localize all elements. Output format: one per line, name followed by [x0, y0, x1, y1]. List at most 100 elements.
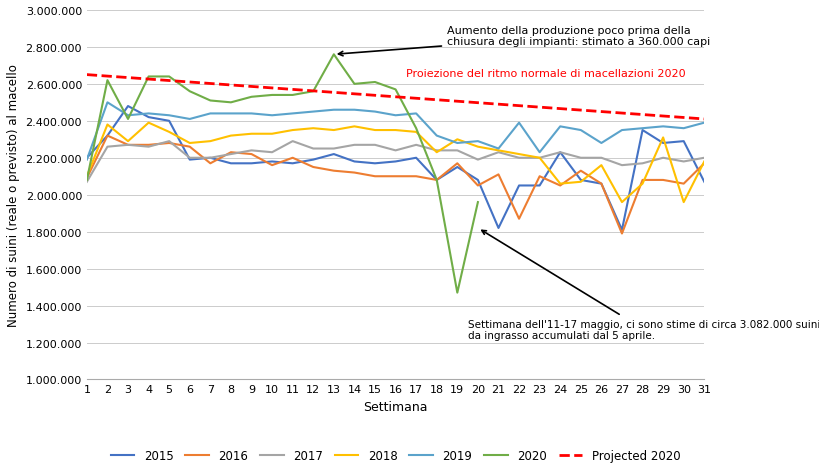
- 2016: [369, 174, 379, 180]
- 2018: [247, 131, 256, 137]
- 2019: [206, 112, 215, 117]
- 2019: [82, 157, 92, 163]
- 2015: [247, 161, 256, 167]
- Y-axis label: Numero di suini (reale o previsto) al macello: Numero di suini (reale o previsto) al ma…: [7, 64, 20, 326]
- 2017: [554, 150, 564, 156]
- 2015: [143, 115, 153, 121]
- Text: Settimana dell'11-17 maggio, ci sono stime di circa 3.082.000 suini
da ingrasso : Settimana dell'11-17 maggio, ci sono sti…: [467, 231, 819, 340]
- Line: 2018: 2018: [87, 123, 704, 203]
- 2016: [678, 181, 688, 187]
- 2018: [554, 181, 564, 187]
- 2016: [308, 165, 318, 170]
- 2016: [411, 174, 421, 180]
- 2020: [452, 290, 462, 296]
- 2019: [247, 112, 256, 117]
- 2017: [164, 139, 174, 144]
- 2017: [473, 157, 482, 163]
- 2018: [184, 141, 194, 146]
- 2020: [184, 89, 194, 95]
- Line: 2016: 2016: [87, 136, 704, 234]
- 2016: [554, 183, 564, 189]
- Text: Proiezione del ritmo normale di macellazioni 2020: Proiezione del ritmo normale di macellaz…: [405, 69, 685, 79]
- 2016: [206, 161, 215, 167]
- 2017: [452, 148, 462, 154]
- 2019: [184, 117, 194, 123]
- 2016: [473, 183, 482, 189]
- 2017: [82, 180, 92, 185]
- 2020: [102, 78, 112, 84]
- 2018: [534, 156, 544, 161]
- 2016: [534, 174, 544, 180]
- 2017: [432, 148, 441, 154]
- 2019: [164, 113, 174, 119]
- 2017: [308, 146, 318, 152]
- 2016: [452, 161, 462, 167]
- 2018: [102, 122, 112, 128]
- 2017: [678, 159, 688, 165]
- 2017: [328, 146, 338, 152]
- 2017: [184, 156, 194, 161]
- 2015: [369, 161, 379, 167]
- 2016: [164, 141, 174, 146]
- 2016: [184, 144, 194, 150]
- 2020: [82, 178, 92, 183]
- 2016: [102, 133, 112, 139]
- 2019: [595, 141, 605, 146]
- Legend: 2015, 2016, 2017, 2018, 2019, 2020, Projected 2020: 2015, 2016, 2017, 2018, 2019, 2020, Proj…: [106, 444, 685, 463]
- 2017: [267, 150, 277, 156]
- 2015: [390, 159, 400, 165]
- 2019: [390, 113, 400, 119]
- 2017: [493, 150, 503, 156]
- 2020: [226, 100, 236, 106]
- 2018: [328, 128, 338, 133]
- 2015: [493, 225, 503, 231]
- 2017: [514, 156, 523, 161]
- 2015: [308, 157, 318, 163]
- 2016: [637, 178, 647, 183]
- 2016: [328, 169, 338, 174]
- 2020: [349, 82, 359, 88]
- 2016: [226, 150, 236, 156]
- 2016: [493, 172, 503, 178]
- 2020: [411, 126, 421, 131]
- 2019: [308, 110, 318, 115]
- 2016: [123, 143, 133, 148]
- 2017: [247, 148, 256, 154]
- 2015: [287, 161, 297, 167]
- 2015: [554, 150, 564, 156]
- 2020: [164, 75, 174, 80]
- 2018: [143, 120, 153, 126]
- 2019: [473, 139, 482, 144]
- 2020: [473, 200, 482, 206]
- 2018: [514, 152, 523, 157]
- 2015: [432, 178, 441, 183]
- 2017: [637, 161, 647, 167]
- 2015: [82, 156, 92, 161]
- 2020: [267, 93, 277, 99]
- 2019: [699, 120, 708, 126]
- 2017: [616, 163, 626, 169]
- 2019: [493, 146, 503, 152]
- 2019: [554, 124, 564, 130]
- 2017: [287, 139, 297, 144]
- 2015: [267, 159, 277, 165]
- 2015: [699, 180, 708, 185]
- 2020: [287, 93, 297, 99]
- 2020: [369, 80, 379, 86]
- 2018: [206, 139, 215, 144]
- X-axis label: Settimana: Settimana: [363, 400, 428, 413]
- 2020: [308, 89, 318, 95]
- 2018: [616, 200, 626, 206]
- 2018: [699, 159, 708, 165]
- 2016: [349, 170, 359, 176]
- 2016: [658, 178, 667, 183]
- 2016: [616, 231, 626, 237]
- 2017: [102, 144, 112, 150]
- Text: Aumento della produzione poco prima della
chiusura degli impianti: stimato a 360: Aumento della produzione poco prima dell…: [338, 25, 709, 56]
- 2017: [369, 143, 379, 148]
- 2016: [82, 176, 92, 181]
- 2016: [514, 217, 523, 222]
- 2015: [123, 104, 133, 110]
- 2019: [534, 150, 544, 156]
- 2017: [595, 156, 605, 161]
